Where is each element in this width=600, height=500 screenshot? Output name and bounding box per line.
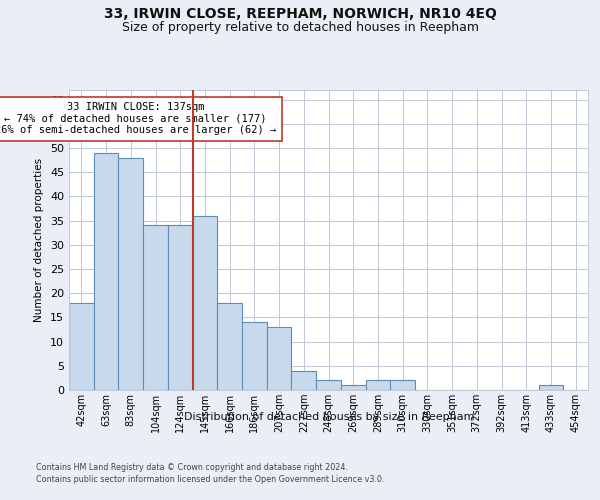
Bar <box>341 385 365 390</box>
Bar <box>539 385 563 390</box>
Bar <box>292 370 316 390</box>
Bar <box>217 303 242 390</box>
Bar <box>168 226 193 390</box>
Text: Distribution of detached houses by size in Reepham: Distribution of detached houses by size … <box>184 412 474 422</box>
Bar <box>267 327 292 390</box>
Bar <box>390 380 415 390</box>
Text: Contains public sector information licensed under the Open Government Licence v3: Contains public sector information licen… <box>36 475 385 484</box>
Bar <box>193 216 217 390</box>
Text: Contains HM Land Registry data © Crown copyright and database right 2024.: Contains HM Land Registry data © Crown c… <box>36 462 348 471</box>
Bar <box>143 226 168 390</box>
Bar <box>365 380 390 390</box>
Bar <box>242 322 267 390</box>
Bar <box>69 303 94 390</box>
Y-axis label: Number of detached properties: Number of detached properties <box>34 158 44 322</box>
Text: 33 IRWIN CLOSE: 137sqm
← 74% of detached houses are smaller (177)
26% of semi-de: 33 IRWIN CLOSE: 137sqm ← 74% of detached… <box>0 102 277 136</box>
Text: Size of property relative to detached houses in Reepham: Size of property relative to detached ho… <box>121 21 479 34</box>
Bar <box>94 153 118 390</box>
Text: 33, IRWIN CLOSE, REEPHAM, NORWICH, NR10 4EQ: 33, IRWIN CLOSE, REEPHAM, NORWICH, NR10 … <box>104 8 496 22</box>
Bar <box>118 158 143 390</box>
Bar <box>316 380 341 390</box>
